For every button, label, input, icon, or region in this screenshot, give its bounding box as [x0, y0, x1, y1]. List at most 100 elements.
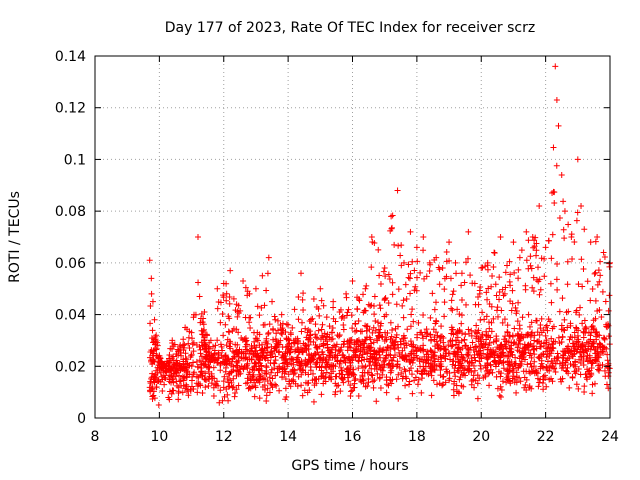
data-point — [572, 359, 579, 366]
data-point — [389, 339, 396, 346]
data-point — [345, 378, 352, 385]
data-point — [149, 393, 156, 400]
data-point — [313, 359, 320, 366]
data-point — [310, 296, 317, 303]
data-point — [525, 331, 532, 338]
data-point — [413, 244, 420, 251]
data-point — [456, 376, 463, 383]
data-point — [486, 325, 493, 332]
data-point — [420, 363, 427, 370]
data-point — [485, 285, 492, 292]
data-point — [355, 296, 362, 303]
data-point — [147, 378, 154, 385]
data-point — [223, 297, 230, 304]
data-point — [205, 382, 212, 389]
data-point — [246, 290, 253, 297]
y-tick-label: 0.14 — [55, 49, 86, 65]
data-point — [518, 331, 525, 338]
data-point — [530, 288, 537, 295]
data-point — [442, 355, 449, 362]
data-point — [152, 345, 159, 352]
data-point — [360, 291, 367, 298]
data-point — [494, 344, 501, 351]
data-point — [526, 368, 533, 375]
data-point — [510, 340, 517, 347]
data-point — [573, 324, 580, 331]
data-point — [538, 329, 545, 336]
data-point — [430, 377, 437, 384]
data-point — [503, 379, 510, 386]
data-point — [437, 352, 444, 359]
data-point — [506, 359, 513, 366]
data-point — [550, 364, 557, 371]
data-point — [370, 339, 377, 346]
data-point — [431, 367, 438, 374]
data-point — [438, 363, 445, 370]
data-point — [535, 383, 542, 390]
data-point — [507, 298, 514, 305]
data-point — [449, 342, 456, 349]
data-point — [532, 367, 539, 374]
data-point — [320, 341, 327, 348]
data-point — [247, 377, 254, 384]
data-point — [381, 265, 388, 272]
data-point — [497, 393, 504, 400]
data-point — [210, 393, 217, 400]
data-point — [548, 255, 555, 262]
data-point — [344, 338, 351, 345]
data-point — [409, 390, 416, 397]
data-point — [565, 370, 572, 377]
data-point — [588, 365, 595, 372]
data-point — [201, 326, 208, 333]
data-point — [185, 340, 192, 347]
data-point — [514, 332, 521, 339]
data-point — [490, 263, 497, 270]
data-point — [263, 287, 270, 294]
data-point — [316, 363, 323, 370]
data-point — [482, 364, 489, 371]
data-point — [232, 348, 239, 355]
data-point — [548, 375, 555, 382]
data-point — [584, 366, 591, 373]
data-point — [271, 360, 278, 367]
data-point — [500, 292, 507, 299]
data-point — [215, 298, 222, 305]
data-point — [298, 328, 305, 335]
data-point — [345, 306, 352, 313]
data-point — [312, 376, 319, 383]
data-point — [543, 354, 550, 361]
data-point — [163, 358, 170, 365]
data-point — [340, 341, 347, 348]
data-point — [548, 299, 555, 306]
data-point — [328, 349, 335, 356]
data-point — [571, 334, 578, 341]
data-point — [338, 367, 345, 374]
data-point — [423, 357, 430, 364]
data-point — [592, 315, 599, 322]
data-point — [189, 341, 196, 348]
data-point — [441, 299, 448, 306]
data-point — [355, 357, 362, 364]
data-point — [492, 348, 499, 355]
data-point — [379, 371, 386, 378]
data-point — [259, 354, 266, 361]
data-point — [511, 269, 518, 276]
data-point — [521, 384, 528, 391]
data-point — [383, 389, 390, 396]
data-point — [258, 341, 265, 348]
data-point — [450, 380, 457, 387]
data-point — [256, 357, 263, 364]
data-point — [428, 348, 435, 355]
data-point — [230, 375, 237, 382]
data-point — [573, 217, 580, 224]
data-point — [261, 376, 268, 383]
data-point — [243, 341, 250, 348]
data-point — [226, 293, 233, 300]
data-point — [554, 261, 561, 268]
data-point — [600, 344, 607, 351]
data-point — [570, 340, 577, 347]
data-point — [263, 397, 270, 404]
data-point — [432, 299, 439, 306]
data-point — [558, 378, 565, 385]
data-point — [561, 208, 568, 215]
